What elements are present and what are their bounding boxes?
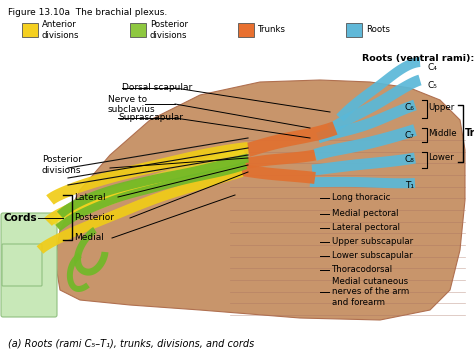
Text: C₈: C₈ (405, 155, 415, 164)
Text: Suprascapular: Suprascapular (118, 114, 183, 122)
Text: Figure 13.10a  The brachial plexus.: Figure 13.10a The brachial plexus. (8, 8, 167, 17)
FancyBboxPatch shape (238, 23, 254, 37)
Text: Anterior
divisions: Anterior divisions (42, 20, 80, 40)
Text: Lateral: Lateral (74, 192, 106, 202)
Text: Upper: Upper (428, 104, 454, 113)
Text: Trunks: Trunks (258, 26, 286, 34)
Text: Posterior
divisions: Posterior divisions (42, 155, 82, 175)
Polygon shape (311, 153, 416, 175)
Text: T₁: T₁ (405, 181, 414, 191)
Text: C₇: C₇ (405, 131, 415, 141)
Polygon shape (57, 154, 249, 218)
Text: Dorsal scapular: Dorsal scapular (122, 83, 192, 93)
FancyBboxPatch shape (130, 23, 146, 37)
Polygon shape (241, 149, 316, 169)
Text: Medial pectoral: Medial pectoral (332, 209, 399, 218)
Text: Long thoracic: Long thoracic (332, 193, 391, 202)
Text: C₅: C₅ (428, 82, 438, 91)
Text: subclavius: subclavius (108, 104, 155, 114)
Polygon shape (241, 164, 316, 184)
Text: Roots (ventral rami):: Roots (ventral rami): (362, 54, 474, 62)
Text: Lateral pectoral: Lateral pectoral (332, 224, 400, 233)
FancyBboxPatch shape (346, 23, 362, 37)
Text: Nerve to: Nerve to (108, 95, 147, 104)
Text: Trunks: Trunks (465, 128, 474, 138)
Polygon shape (74, 227, 109, 275)
Text: (a) Roots (rami C₅–T₁), trunks, divisions, and cords: (a) Roots (rami C₅–T₁), trunks, division… (8, 338, 254, 348)
Polygon shape (50, 148, 246, 230)
Text: C₄: C₄ (428, 64, 438, 72)
FancyBboxPatch shape (2, 244, 42, 286)
FancyBboxPatch shape (22, 23, 38, 37)
Polygon shape (46, 142, 249, 204)
Text: Lower: Lower (428, 153, 454, 163)
Polygon shape (55, 161, 247, 231)
Polygon shape (316, 100, 417, 143)
Text: Posterior
divisions: Posterior divisions (150, 20, 188, 40)
Text: Posterior: Posterior (74, 213, 114, 223)
Text: Thoracodorsal: Thoracodorsal (332, 266, 393, 274)
Polygon shape (246, 121, 337, 157)
Text: Roots: Roots (366, 26, 390, 34)
FancyBboxPatch shape (1, 213, 57, 317)
Polygon shape (55, 80, 465, 320)
Polygon shape (327, 75, 421, 134)
Text: Medial: Medial (74, 234, 104, 242)
Text: Medial cutaneous
nerves of the arm
and forearm: Medial cutaneous nerves of the arm and f… (332, 277, 409, 307)
Text: Middle: Middle (428, 130, 456, 138)
Polygon shape (44, 157, 246, 226)
Polygon shape (313, 124, 417, 161)
Text: Upper subscapular: Upper subscapular (332, 237, 413, 246)
Text: Lower subscapular: Lower subscapular (332, 251, 413, 261)
Polygon shape (337, 57, 420, 121)
Polygon shape (67, 252, 90, 292)
Polygon shape (310, 177, 415, 188)
Text: C₆: C₆ (405, 104, 415, 113)
Polygon shape (36, 167, 244, 254)
Text: Cords: Cords (4, 213, 37, 223)
